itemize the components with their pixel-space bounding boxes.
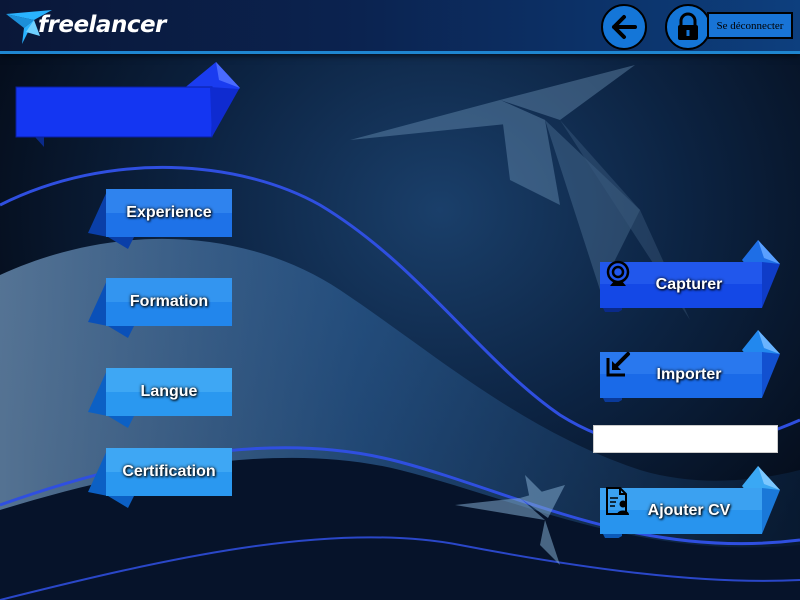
add-cv-button[interactable]: Ajouter CV <box>596 466 782 538</box>
back-button[interactable] <box>601 4 647 50</box>
arrow-left-icon <box>612 15 637 39</box>
import-label-group: Importer <box>604 350 774 400</box>
add-cv-label-group: Ajouter CV <box>604 486 774 536</box>
import-button[interactable]: Importer <box>596 330 782 402</box>
menu-experience-label: Experience <box>126 204 212 221</box>
import-label: Importer <box>656 366 722 383</box>
import-arrow-icon <box>606 352 630 377</box>
menu-langue-button[interactable]: Langue <box>86 368 236 430</box>
menu-langue-label: Langue <box>140 383 198 400</box>
add-cv-label: Ajouter CV <box>647 502 731 519</box>
capture-button[interactable]: Capturer <box>596 240 782 312</box>
menu-certification-label: Certification <box>122 463 216 480</box>
freelancer-bird-icon <box>6 10 52 44</box>
logout-button[interactable]: Se déconnecter <box>707 12 793 39</box>
menu-formation-label: Formation <box>129 293 209 310</box>
cv-document-icon <box>606 487 629 515</box>
lock-button[interactable] <box>665 4 711 50</box>
menu-formation-button[interactable]: Formation <box>86 278 236 340</box>
section-title-ribbon <box>14 62 242 152</box>
webcam-icon <box>606 260 630 286</box>
menu-experience-button[interactable]: Experience <box>86 189 236 251</box>
logo-text: freelancer <box>38 12 166 38</box>
capture-label-group: Capturer <box>604 260 774 310</box>
section-title <box>24 88 210 136</box>
cv-file-field[interactable] <box>593 425 778 453</box>
top-bar: freelancer Se déconnecter <box>0 0 800 54</box>
menu-certification-button[interactable]: Certification <box>86 448 236 510</box>
lock-icon <box>678 12 698 40</box>
capture-label: Capturer <box>655 276 723 293</box>
